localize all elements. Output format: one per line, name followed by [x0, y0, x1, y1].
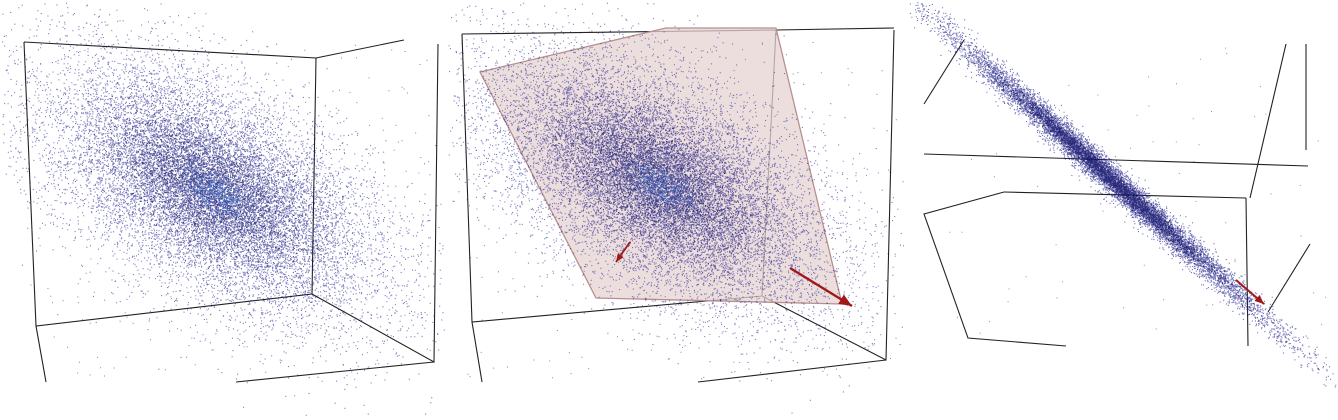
first-principal-axis-arrow-head: [838, 294, 852, 306]
box-bottom-left-edge: [471, 321, 483, 383]
box-front-right-edge: [1245, 197, 1249, 347]
first-principal-axis-arrow: [789, 266, 853, 308]
panel-principal-plane: [446, 0, 906, 420]
panel-flattened-cloud-canvas: [909, 2, 1337, 388]
panel-original-cloud-canvas: [2, 2, 445, 416]
box-lower-right-edge: [1267, 243, 1311, 313]
box-top-left-edge: [923, 39, 965, 105]
box-bottom-left-edge: [35, 325, 47, 383]
panel-original-cloud: [0, 0, 446, 420]
box-right-back-edge: [311, 43, 439, 363]
box-bottom-back-edge: [697, 359, 887, 383]
second-principal-axis-arrow-head: [616, 253, 624, 262]
box-horizontal-edge: [923, 153, 1309, 167]
box-top-right-edge: [775, 27, 895, 31]
panel-principal-plane-canvas: [448, 2, 905, 414]
principal-axis-arrow: [1235, 279, 1265, 305]
box-top-right-edge: [315, 39, 405, 59]
point-cloud-center: [150, 144, 275, 234]
box-bottom-left-face: [923, 191, 1067, 347]
point-cloud: [2, 2, 445, 416]
second-principal-axis-arrow: [615, 241, 631, 263]
point-cloud-dense-core: [48, 52, 370, 317]
point-cloud-dense-core: [922, 16, 1319, 370]
principal-axis-arrow-head: [1254, 295, 1264, 304]
box-top-right-edge: [1249, 43, 1287, 199]
panel-flattened-cloud: [906, 0, 1338, 420]
box-bottom-back-edge: [235, 361, 435, 383]
